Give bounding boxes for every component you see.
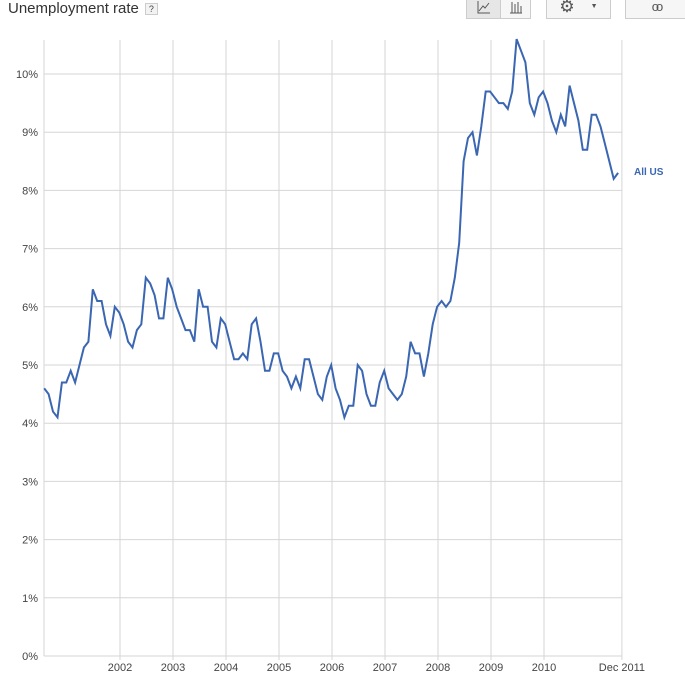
- y-tick-label: 5%: [22, 360, 38, 372]
- line-chart-icon: [477, 0, 490, 13]
- y-tick-label: 0%: [22, 651, 38, 663]
- x-tick-label: 2005: [267, 662, 291, 674]
- help-button[interactable]: ?: [144, 3, 158, 16]
- x-tick-label: 2006: [320, 662, 344, 674]
- bar-chart-icon: [509, 1, 522, 13]
- x-tick-label: 2009: [479, 662, 503, 674]
- x-tick-label: Dec 2011: [599, 662, 645, 674]
- y-tick-label: 8%: [22, 185, 38, 197]
- chart-title: Unemployment rate?: [8, 0, 158, 17]
- y-tick-label: 4%: [22, 418, 38, 430]
- title-text: Unemployment rate: [8, 0, 139, 17]
- y-tick-label: 3%: [22, 476, 38, 488]
- link-icon: oo: [651, 0, 664, 14]
- x-tick-label: 2008: [426, 662, 450, 674]
- x-tick-label: 2007: [373, 662, 397, 674]
- x-tick-label: 2004: [214, 662, 238, 674]
- y-tick-label: 2%: [22, 535, 38, 547]
- bar-chart-button[interactable]: [500, 0, 531, 19]
- y-tick-label: 6%: [22, 302, 38, 314]
- series-label: All US: [634, 167, 664, 178]
- caret-down-icon: ▼: [590, 3, 598, 10]
- y-tick-label: 1%: [22, 593, 38, 605]
- x-tick-label: 2010: [532, 662, 556, 674]
- settings-button[interactable]: ⚙ ▼: [546, 0, 611, 19]
- gear-icon: ⚙: [559, 0, 575, 16]
- y-tick-label: 10%: [16, 69, 38, 81]
- link-button[interactable]: oo: [625, 0, 685, 19]
- y-tick-label: 9%: [22, 127, 38, 139]
- series-line-all-us: [43, 38, 619, 421]
- x-tick-label: 2003: [161, 662, 185, 674]
- x-tick-label: 2002: [108, 662, 132, 674]
- y-tick-label: 7%: [22, 244, 38, 256]
